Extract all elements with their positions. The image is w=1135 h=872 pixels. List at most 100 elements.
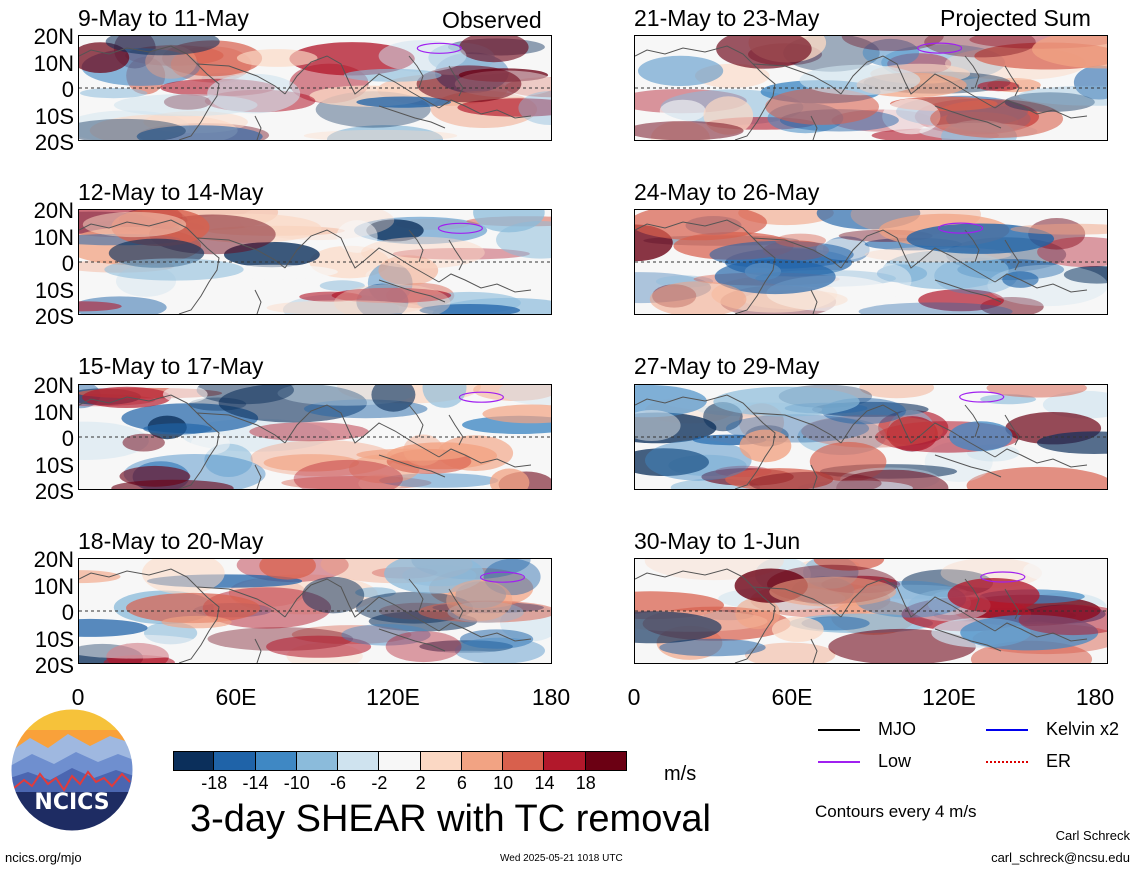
shear-field-blob [769,576,897,607]
shear-field-blob [266,300,423,314]
coastline [964,229,980,263]
shear-field-blob [771,616,824,642]
shear-field-blob [638,55,724,86]
legend-label-mjo: MJO [878,719,916,739]
coastline [1004,588,1020,620]
map-panel-proj-4 [634,558,1108,664]
coastline [254,115,262,140]
coastline [254,289,262,314]
shear-field-blob [482,404,551,424]
shear-field-blob [716,36,812,69]
shear-field-blob [104,258,244,281]
shear-field-blob [1063,266,1107,284]
coastline [378,105,446,129]
coastline [1004,65,1020,97]
map-panel-obs-1 [78,35,552,141]
lat-label: 10N [33,225,74,250]
coastline [196,586,286,618]
panel-title-obs-1: 9-May to 11-May [78,5,249,31]
shear-field-blob [336,220,378,253]
legend-label-er: ER [1046,751,1072,771]
lat-label: 10N [33,574,74,599]
coastline [934,105,1002,129]
shear-field-blob [416,65,522,103]
shear-field-blob [422,385,467,408]
shear-field-blob [735,597,781,630]
shear-field-blob [190,432,230,455]
coastline [196,63,286,95]
shear-field-blob [341,624,431,646]
lat-label: 10N [33,51,74,76]
shear-field-blob [1010,223,1107,235]
shear-field-blob [79,634,211,659]
shear-field-blob [407,650,526,663]
shear-field-blob [141,559,225,595]
coastline [284,404,440,458]
shear-field-blob [454,637,545,663]
shear-field-blob [136,125,263,140]
shear-field-blob [635,410,681,441]
shear-field-blob [392,248,530,260]
coastline [840,578,996,632]
shear-field-blob [1018,85,1107,106]
coastline [378,454,446,478]
shear-field-blob [263,454,359,472]
shear-field-blob [459,36,529,63]
shear-field-blob [714,259,836,295]
map-panel-obs-2 [78,209,552,315]
footer-email[interactable]: carl_schreck@ncsu.edu [991,850,1130,865]
coastline [810,638,818,663]
coastline [378,279,446,303]
shear-field-blob [977,81,1020,92]
shear-field-blob [122,433,165,452]
shear-field-blob [356,96,452,108]
coastline [448,239,464,271]
shear-field-blob [126,592,261,624]
footer-url[interactable]: ncics.org/mjo [5,850,82,865]
shear-field-blob [489,468,530,489]
shear-field-blob [725,468,834,489]
shear-field-blob [178,213,322,243]
shear-field-blob [79,618,148,637]
shear-field-blob [361,236,485,269]
coastline [752,412,842,444]
colorbar-units: m/s [664,763,697,785]
map-panel-proj-3 [634,384,1108,490]
legend-swatch-mjo [818,729,860,731]
colorbar-swatch [214,751,256,771]
coastline [196,237,286,269]
shear-field-blob [79,421,149,460]
colorbar-tick-label: 14 [534,773,555,793]
panel-title-obs-4: 18-May to 20-May [78,528,264,554]
low-contour [416,42,462,54]
shear-field-blob [966,466,1107,489]
panel-title-proj-4: 30-May to 1-Jun [634,528,801,554]
coastline [752,63,842,95]
shear-field-blob [858,302,1013,314]
colorbar-tick-label: 2 [415,773,426,793]
coastline [810,289,818,314]
shear-field-blob [882,250,1009,290]
low-contour [479,571,526,583]
shear-field-blob [249,422,369,442]
shear-field-blob [635,611,722,644]
lat-label: 0 [61,77,74,102]
shear-field-blob [986,385,1087,398]
shear-field-blob [1004,92,1095,112]
coastline [994,273,1088,293]
coastline [284,55,440,109]
shear-field-blob [293,459,403,489]
shear-field-blob [299,291,362,302]
map-panel-proj-2 [634,209,1108,315]
colorbar-tick-label: 18 [575,773,596,793]
coastline [254,464,262,489]
coastline [438,448,532,468]
coastline [840,404,996,458]
shear-field-blob [473,385,551,401]
footer-timestamp: Wed 2025-05-21 1018 UTC [500,853,623,864]
shear-field-blob [635,412,717,444]
colorbar-swatch [255,751,297,771]
coastline [934,454,1002,478]
shear-field-blob [635,121,744,140]
projected-label: Projected Sum [940,5,1091,31]
